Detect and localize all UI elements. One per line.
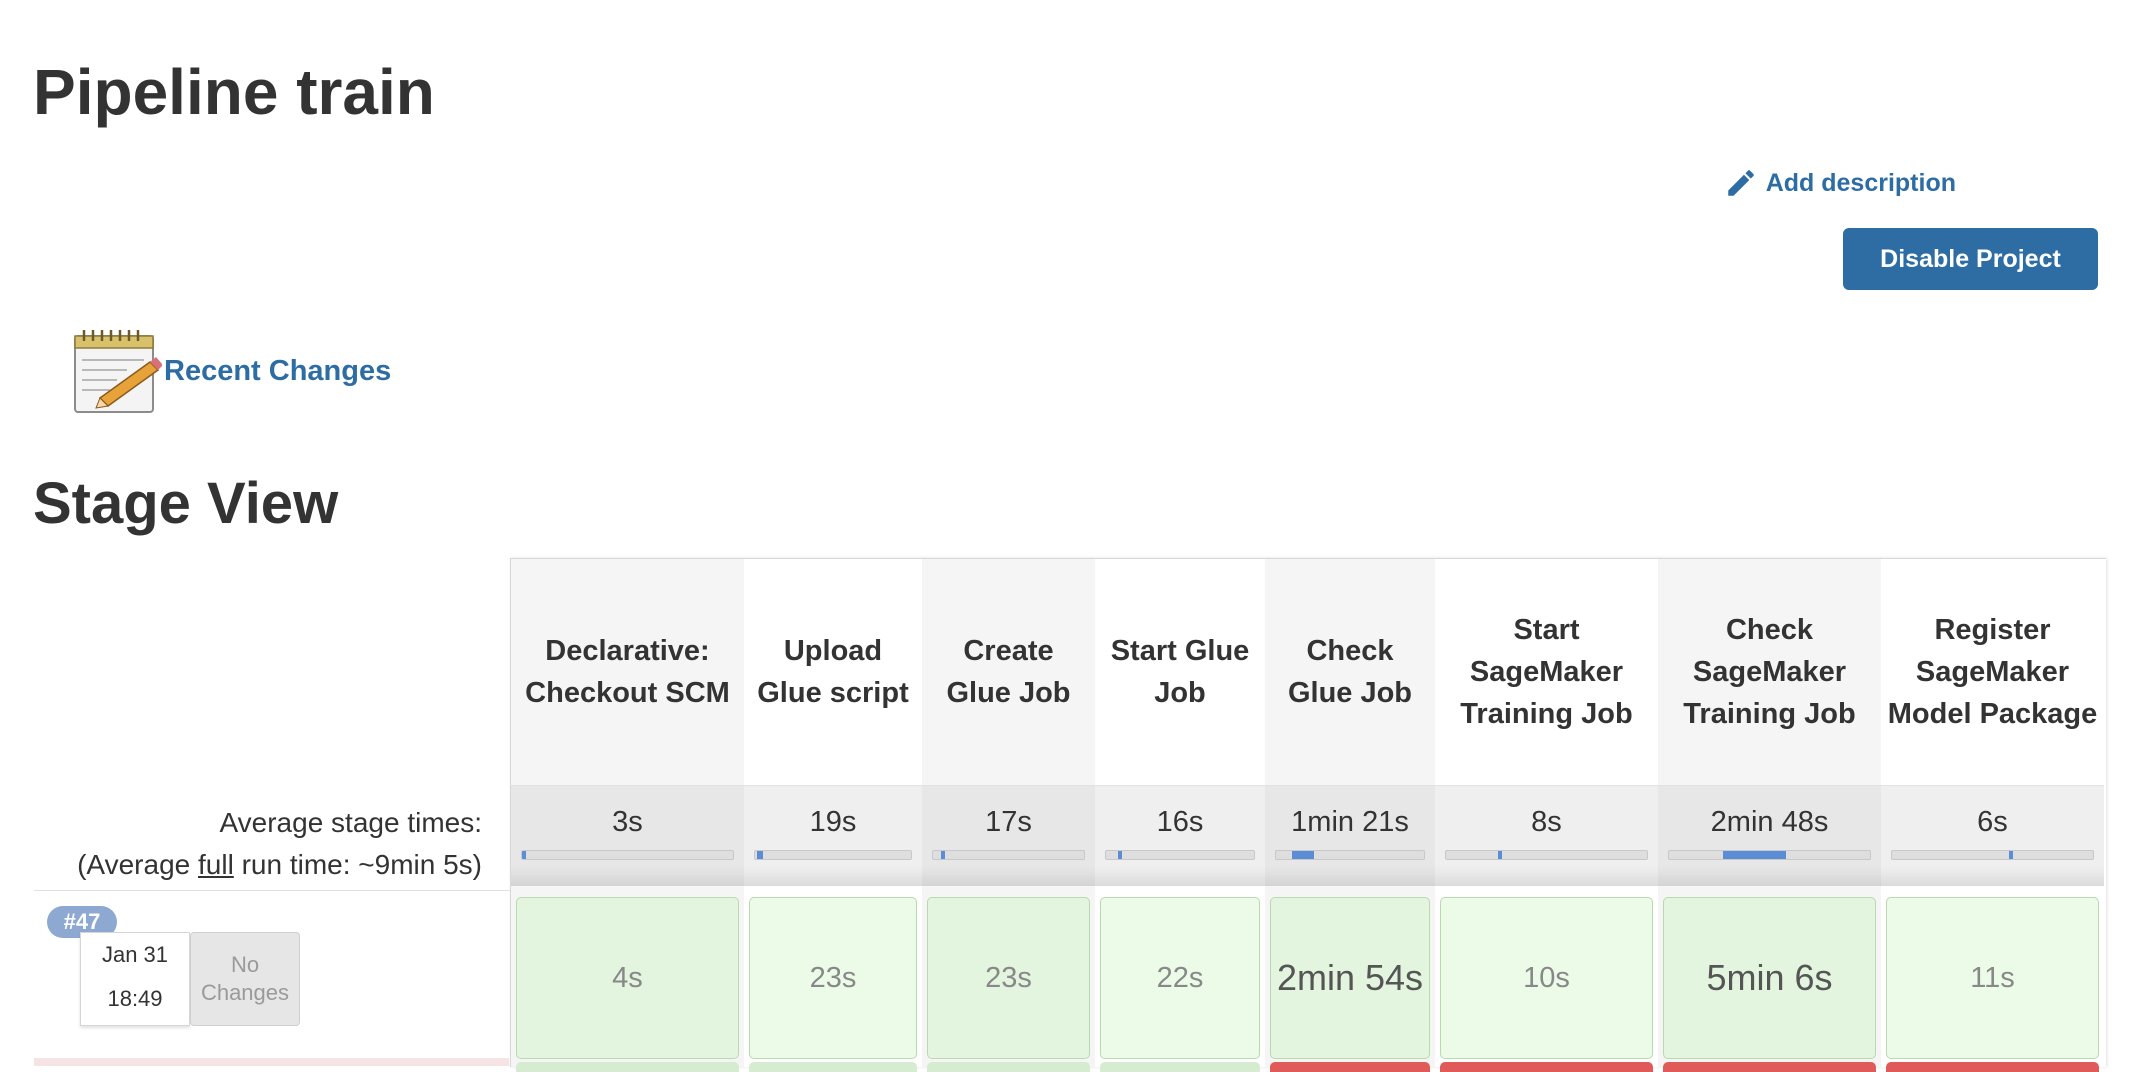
- stage-average-time: 17s: [985, 806, 1032, 838]
- stage-header: Start SageMaker Training Job: [1460, 614, 1633, 730]
- average-run-time-text: (Average full run time: ~9min 5s): [34, 844, 482, 886]
- stage-progress-bar: [932, 850, 1085, 860]
- stage-header: Start Glue Job: [1110, 635, 1250, 709]
- stage-average-time: 8s: [1531, 806, 1562, 838]
- add-description-link[interactable]: Add description: [1724, 166, 1956, 200]
- stage-header: Register SageMaker Model Package: [1887, 614, 2098, 730]
- stage-run-cell[interactable]: 11s: [1886, 897, 2099, 1059]
- next-run-cell: [749, 1062, 917, 1072]
- stage-progress-fill: [1117, 851, 1123, 859]
- stage-progress-bar: [1445, 850, 1648, 860]
- stage-run-cell[interactable]: 23s: [749, 897, 917, 1059]
- build-time: 18:49: [107, 986, 163, 1011]
- stage-average-time: 16s: [1156, 806, 1204, 838]
- stage-progress-fill: [756, 851, 763, 859]
- stage-column: Start SageMaker Training Job 8s 10s: [1435, 559, 1658, 1072]
- stage-average-time: 6s: [1977, 806, 2008, 838]
- stage-average: 2min 48s: [1658, 785, 1881, 886]
- stage-progress-bar: [521, 850, 734, 860]
- stage-run-cell[interactable]: 2min 54s: [1270, 897, 1430, 1059]
- stage-header: Declarative: Checkout SCM: [525, 635, 730, 709]
- next-run-cell: [1270, 1062, 1430, 1072]
- stage-average-time: 1min 21s: [1291, 806, 1409, 838]
- next-build-row: [34, 1058, 509, 1066]
- stage-column: Check Glue Job 1min 21s 2min 54s: [1265, 559, 1435, 1072]
- average-run-time-suffix: run time: ~9min 5s): [233, 849, 482, 880]
- stage-run-cell[interactable]: 5min 6s: [1663, 897, 1876, 1059]
- page-title: Pipeline train: [33, 56, 435, 128]
- build-date-box: Jan 31 18:49: [80, 932, 190, 1026]
- stage-column: Start Glue Job 16s 22s: [1095, 559, 1265, 1072]
- add-description-label: Add description: [1765, 168, 1956, 197]
- next-run-cell: [516, 1062, 739, 1072]
- stage-run-cell[interactable]: 23s: [927, 897, 1090, 1059]
- stage-average: 17s: [922, 785, 1095, 886]
- average-stage-times-text: Average stage times:: [219, 807, 482, 838]
- stage-progress-bar: [1668, 850, 1871, 860]
- next-run-cell: [1100, 1062, 1260, 1072]
- next-run-cell: [1663, 1062, 1876, 1072]
- next-run-cell: [1440, 1062, 1653, 1072]
- stage-progress-fill: [522, 851, 527, 859]
- stage-average-time: 2min 48s: [1710, 806, 1829, 838]
- stage-column: Create Glue Job 17s 23s: [922, 559, 1095, 1072]
- pencil-icon: [1727, 170, 1754, 196]
- stage-run-cell[interactable]: 10s: [1440, 897, 1653, 1059]
- stage-progress-bar: [754, 850, 912, 860]
- stage-average: 1min 21s: [1265, 785, 1435, 886]
- stage-column: Register SageMaker Model Package 6s 11s: [1881, 559, 2104, 1072]
- stage-progress-fill: [2008, 851, 2013, 859]
- stage-run-cell[interactable]: 4s: [516, 897, 739, 1059]
- stage-header: Upload Glue script: [757, 635, 909, 709]
- recent-changes-label[interactable]: Recent Changes: [164, 354, 392, 387]
- disable-project-button[interactable]: Disable Project: [1843, 228, 2098, 290]
- build-date: Jan 31: [101, 942, 169, 967]
- stage-column: Upload Glue script 19s 23s: [744, 559, 922, 1072]
- stage-average: 8s: [1435, 785, 1658, 886]
- average-run-time-prefix: (Average: [77, 849, 198, 880]
- stage-progress-fill: [1292, 851, 1315, 859]
- stage-view-title: Stage View: [33, 471, 339, 536]
- recent-changes-link[interactable]: Recent Changes: [72, 326, 391, 416]
- stage-progress-bar: [1105, 850, 1255, 860]
- stage-average-time: 3s: [612, 806, 643, 838]
- stage-average: 3s: [511, 785, 744, 886]
- no-changes-box[interactable]: No Changes: [190, 932, 300, 1026]
- full-run-label: full: [198, 849, 234, 880]
- stage-progress-fill: [940, 851, 946, 859]
- stage-header: Check Glue Job: [1287, 635, 1413, 709]
- stage-header: Create Glue Job: [946, 635, 1071, 709]
- stage-progress-bar: [1275, 850, 1425, 860]
- next-run-cell: [1886, 1062, 2099, 1072]
- stage-column: Check SageMaker Training Job 2min 48s 5min…: [1658, 559, 1881, 1072]
- next-run-cell: [927, 1062, 1090, 1072]
- stage-header: Check SageMaker Training Job: [1683, 614, 1856, 730]
- stage-average-time: 19s: [809, 806, 857, 838]
- stage-average: 19s: [744, 785, 922, 886]
- stage-run-cell[interactable]: 22s: [1100, 897, 1260, 1059]
- stage-progress-bar: [1891, 850, 2094, 860]
- average-stage-times-label: Average stage times: (Average full run t…: [34, 802, 482, 886]
- stage-table: Declarative: Checkout SCM 3s 4s Upload Glue…: [510, 558, 2106, 1072]
- notepad-icon: [74, 330, 162, 413]
- stage-column: Declarative: Checkout SCM 3s 4s: [511, 559, 744, 1072]
- stage-average: 16s: [1095, 785, 1265, 886]
- stage-average: 6s: [1881, 785, 2104, 886]
- stage-progress-fill: [1498, 851, 1503, 859]
- stage-progress-fill: [1723, 851, 1786, 859]
